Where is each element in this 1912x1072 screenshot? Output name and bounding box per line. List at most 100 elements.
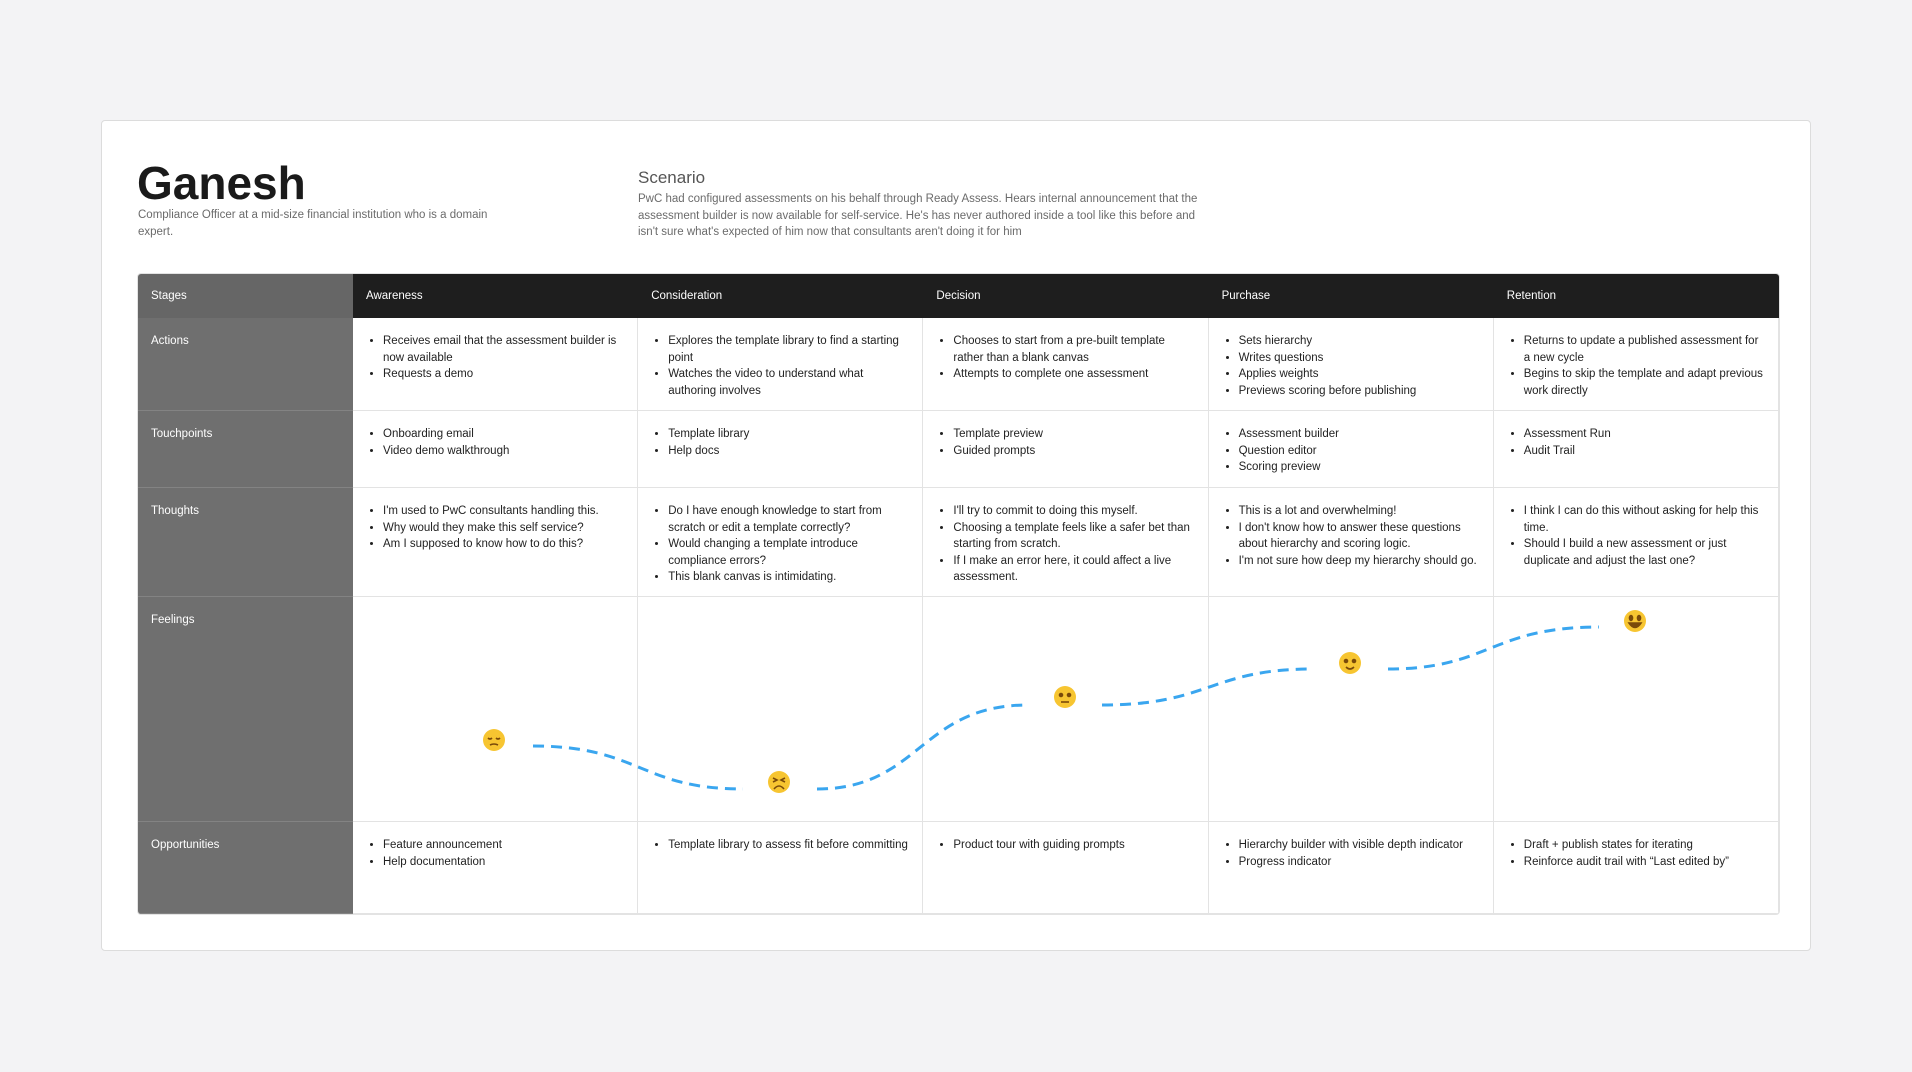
bullet-item: Am I supposed to know how to do this? [383,536,623,553]
bullet-item: Draft + publish states for iterating [1524,837,1764,854]
stage-header: Retention [1493,274,1779,318]
bullet-item: Reinforce audit trail with “Last edited … [1524,854,1764,871]
journey-cell: Chooses to start from a pre-built templa… [923,318,1209,411]
bullet-item: Help docs [668,443,908,460]
journey-cell: Sets hierarchyWrites questionsApplies we… [1208,318,1494,411]
bullet-list: I'm used to PwC consultants handling thi… [353,488,637,553]
bullet-item: Chooses to start from a pre-built templa… [953,333,1193,366]
journey-cell: Do I have enough knowledge to start from… [638,488,924,597]
bullet-item: Template library [668,426,908,443]
journey-cell: Explores the template library to find a … [638,318,924,411]
bullet-item: I'll try to commit to doing this myself. [953,503,1193,520]
bullet-item: I'm used to PwC consultants handling thi… [383,503,623,520]
bullet-item: Returns to update a published assessment… [1524,333,1764,366]
bullet-item: Hierarchy builder with visible depth ind… [1239,837,1479,854]
bullet-item: Video demo walkthrough [383,443,623,460]
journey-cell: Feature announcementHelp documentation [353,822,639,914]
bullet-item: Scoring preview [1239,459,1479,476]
journey-cell [1208,597,1494,822]
bullet-list: Chooses to start from a pre-built templa… [923,318,1207,383]
bullet-list: I'll try to commit to doing this myself.… [923,488,1207,586]
row-label: Thoughts [138,488,353,597]
journey-cell: I think I can do this without asking for… [1493,488,1779,597]
bullet-list: Assessment RunAudit Trail [1494,411,1778,459]
journey-cell: Assessment builderQuestion editorScoring… [1208,411,1494,488]
bullet-item: Applies weights [1239,366,1479,383]
journey-cell: Template library to assess fit before co… [638,822,924,914]
bullet-item: This is a lot and overwhelming! [1239,503,1479,520]
bullet-list: Do I have enough knowledge to start from… [638,488,922,586]
journey-cell: This is a lot and overwhelming!I don't k… [1208,488,1494,597]
bullet-item: Sets hierarchy [1239,333,1479,350]
bullet-item: If I make an error here, it could affect… [953,553,1193,586]
journey-card [101,120,1811,951]
bullet-item: Guided prompts [953,443,1193,460]
bullet-item: I think I can do this without asking for… [1524,503,1764,536]
row-label: Actions [138,318,353,411]
bullet-list: Assessment builderQuestion editorScoring… [1209,411,1493,476]
journey-cell: Draft + publish states for iteratingRein… [1493,822,1779,914]
journey-cell: I'll try to commit to doing this myself.… [923,488,1209,597]
bullet-list: Feature announcementHelp documentation [353,822,637,870]
journey-cell: Assessment RunAudit Trail [1493,411,1779,488]
bullet-item: Previews scoring before publishing [1239,383,1479,400]
journey-cell: Onboarding emailVideo demo walkthrough [353,411,639,488]
bullet-item: I don't know how to answer these questio… [1239,520,1479,553]
bullet-item: Watches the video to understand what aut… [668,366,908,399]
journey-cell: Template previewGuided prompts [923,411,1209,488]
stage-header: Awareness [353,274,639,318]
stage-header: Purchase [1208,274,1494,318]
bullet-item: Attempts to complete one assessment [953,366,1193,383]
scenario-text: PwC had configured assessments on his be… [638,193,1198,238]
bullet-list: Onboarding emailVideo demo walkthrough [353,411,637,459]
bullet-item: Would changing a template introduce comp… [668,536,908,569]
persona-name: Ganesh [137,157,306,209]
persona-description: Compliance Officer at a mid-size financi… [138,209,488,238]
journey-cell: Product tour with guiding prompts [923,822,1209,914]
bullet-item: Writes questions [1239,350,1479,367]
journey-cell [353,597,639,822]
bullet-item: Product tour with guiding prompts [953,837,1193,854]
bullet-item: Progress indicator [1239,854,1479,871]
bullet-item: This blank canvas is intimidating. [668,569,908,586]
bullet-item: Explores the template library to find a … [668,333,908,366]
stages-label: Stages [138,274,353,318]
stage-header: Decision [923,274,1209,318]
row-label: Touchpoints [138,411,353,488]
bullet-list: Template previewGuided prompts [923,411,1207,459]
bullet-list: Draft + publish states for iteratingRein… [1494,822,1778,870]
bullet-item: Receives email that the assessment build… [383,333,623,366]
bullet-item: Should I build a new assessment or just … [1524,536,1764,569]
bullet-item: Assessment Run [1524,426,1764,443]
bullet-item: Feature announcement [383,837,623,854]
bullet-item: Do I have enough knowledge to start from… [668,503,908,536]
journey-cell: Receives email that the assessment build… [353,318,639,411]
bullet-item: Choosing a template feels like a safer b… [953,520,1193,553]
bullet-list: Template libraryHelp docs [638,411,922,459]
journey-cell [923,597,1209,822]
bullet-item: I'm not sure how deep my hierarchy shoul… [1239,553,1479,570]
bullet-list: Explores the template library to find a … [638,318,922,399]
bullet-item: Onboarding email [383,426,623,443]
journey-cell: Template libraryHelp docs [638,411,924,488]
bullet-list: Product tour with guiding prompts [923,822,1207,854]
bullet-item: Why would they make this self service? [383,520,623,537]
row-label: Feelings [138,597,353,822]
journey-table: Stages Awareness Consideration Decision Purc… [137,273,1780,915]
bullet-list: Hierarchy builder with visible depth ind… [1209,822,1493,870]
stage-header: Consideration [638,274,924,318]
bullet-list: Template library to assess fit before co… [638,822,922,854]
journey-cell: Returns to update a published assessment… [1493,318,1779,411]
journey-cell: Hierarchy builder with visible depth ind… [1208,822,1494,914]
bullet-item: Begins to skip the template and adapt pr… [1524,366,1764,399]
journey-cell: I'm used to PwC consultants handling thi… [353,488,639,597]
bullet-item: Question editor [1239,443,1479,460]
scenario-title: Scenario [638,168,706,187]
bullet-item: Help documentation [383,854,623,871]
bullet-list: Receives email that the assessment build… [353,318,637,383]
bullet-item: Template preview [953,426,1193,443]
bullet-list: Returns to update a published assessment… [1494,318,1778,399]
bullet-item: Requests a demo [383,366,623,383]
row-label: Opportunities [138,822,353,914]
